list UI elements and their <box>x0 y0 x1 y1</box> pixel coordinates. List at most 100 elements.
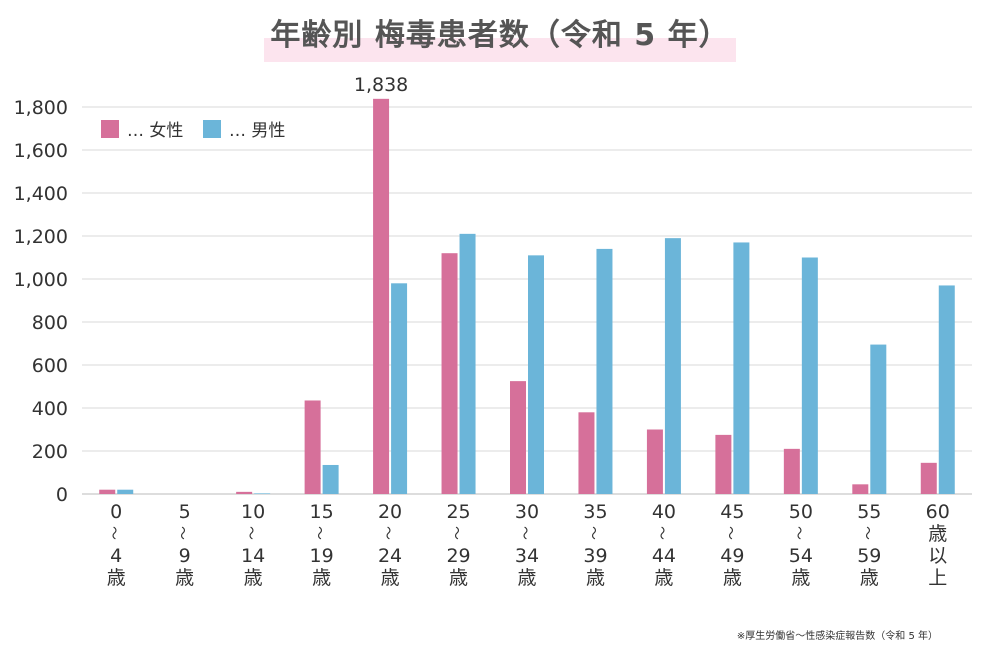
x-tick-label: 〜 <box>584 526 600 540</box>
x-tick-label: 20 <box>378 501 402 523</box>
y-tick-label: 400 <box>32 398 68 420</box>
bars <box>99 98 955 494</box>
x-tick-label: 0 <box>110 501 122 523</box>
bar-female <box>373 98 390 494</box>
bar-female <box>852 484 869 494</box>
bar-male <box>117 489 134 494</box>
bar-male <box>528 255 544 494</box>
x-tick-label: 歳 <box>312 567 331 589</box>
bar-male <box>938 285 955 494</box>
x-tick-label: 歳 <box>244 567 263 589</box>
bar-female <box>99 489 116 494</box>
x-tick-label: 歳 <box>791 567 810 589</box>
x-tick-label: 5 <box>179 501 191 523</box>
x-tick-label: 40 <box>652 501 676 523</box>
bar-male <box>459 233 476 494</box>
chart-title: 年齢別 梅毒患者数（令和 5 年） <box>270 18 729 53</box>
x-tick-label: 4 <box>110 545 122 567</box>
x-tick-label: 歳 <box>654 567 673 589</box>
x-tick-label: 〜 <box>516 526 532 540</box>
x-tick-label: 上 <box>928 567 947 589</box>
y-tick-label: 600 <box>32 355 68 377</box>
x-tick-label: 歳 <box>928 523 947 545</box>
bar-male <box>254 493 271 494</box>
x-tick-label: 〜 <box>448 526 464 540</box>
x-tick-label: 45 <box>720 501 744 523</box>
x-tick-label: 29 <box>446 545 470 567</box>
bar-male <box>870 344 887 494</box>
y-tick-label: 200 <box>32 441 68 463</box>
x-tick-label: 24 <box>378 545 402 567</box>
bar-male <box>391 283 408 494</box>
bar-female <box>510 381 526 494</box>
data-labels: 1,838 <box>354 74 408 96</box>
source-note: ※厚生労働省〜性感染症報告数（令和 5 年） <box>737 629 938 642</box>
x-tick-label: 30 <box>515 501 539 523</box>
bar-male <box>664 238 681 494</box>
x-tick-label: 歳 <box>449 567 468 589</box>
x-tick-label: 60 <box>926 501 950 523</box>
x-tick-label: 歳 <box>586 567 605 589</box>
x-tick-label: 歳 <box>381 567 400 589</box>
bar-female <box>236 491 253 494</box>
y-tick-label: 800 <box>32 312 68 334</box>
legend-swatch <box>203 120 221 138</box>
legend: … 女性 … 男性 <box>101 120 285 141</box>
x-tick-label: 〜 <box>653 526 669 540</box>
x-tick-label: 歳 <box>175 567 194 589</box>
x-tick-label: 15 <box>310 501 334 523</box>
legend-label: … 女性 <box>127 121 183 141</box>
x-tick-label: 39 <box>583 545 607 567</box>
x-tick-label: 〜 <box>379 526 395 540</box>
x-tick-label: 34 <box>515 545 539 567</box>
bar-female <box>920 462 937 494</box>
bar-female <box>304 400 321 494</box>
grid-lines <box>82 106 972 495</box>
x-tick-label: 〜 <box>105 526 121 540</box>
bar-female <box>578 412 595 494</box>
x-tick-label: 歳 <box>860 567 879 589</box>
bar-male <box>801 257 818 494</box>
y-tick-label: 1,800 <box>14 97 68 119</box>
x-tick-label: 49 <box>720 545 744 567</box>
x-tick-label: 25 <box>446 501 470 523</box>
x-tick-label: 9 <box>179 545 191 567</box>
x-tick-label: 59 <box>857 545 881 567</box>
y-tick-label: 1,000 <box>14 269 68 291</box>
data-label: 1,838 <box>354 74 408 96</box>
legend-swatch <box>101 120 119 138</box>
legend-label: … 男性 <box>229 121 285 141</box>
x-tick-label: 44 <box>652 545 676 567</box>
x-tick-label: 19 <box>310 545 334 567</box>
y-tick-label: 1,200 <box>14 226 68 248</box>
x-tick-label: 以 <box>928 545 947 567</box>
bar-male <box>733 242 750 494</box>
bar-female <box>783 448 800 494</box>
x-tick-label: 50 <box>789 501 813 523</box>
bar-female <box>441 253 458 494</box>
y-axis: 0 200 400 600 800 1,000 1,200 1,400 1,600 1,800 <box>14 97 68 506</box>
y-tick-label: 1,600 <box>14 140 68 162</box>
x-tick-label: 〜 <box>721 526 737 540</box>
bar-female <box>715 434 732 494</box>
x-tick-label: 〜 <box>242 526 258 540</box>
x-axis: 0〜4歳5〜9歳10〜14歳15〜19歳20〜24歳25〜29歳30〜34歳35… <box>105 501 950 589</box>
y-tick-label: 0 <box>56 484 68 506</box>
x-tick-label: 〜 <box>174 526 190 540</box>
x-tick-label: 10 <box>241 501 265 523</box>
x-tick-label: 〜 <box>790 526 806 540</box>
bar-female <box>646 429 663 494</box>
y-tick-label: 1,400 <box>14 183 68 205</box>
x-tick-label: 歳 <box>517 567 536 589</box>
x-tick-label: 14 <box>241 545 265 567</box>
x-tick-label: 歳 <box>107 567 126 589</box>
title-highlight <box>264 38 736 62</box>
bar-male <box>596 248 613 494</box>
x-tick-label: 35 <box>583 501 607 523</box>
x-tick-label: 〜 <box>311 526 327 540</box>
x-tick-label: 55 <box>857 501 881 523</box>
x-tick-label: 〜 <box>858 526 874 540</box>
bar-male <box>322 464 339 494</box>
